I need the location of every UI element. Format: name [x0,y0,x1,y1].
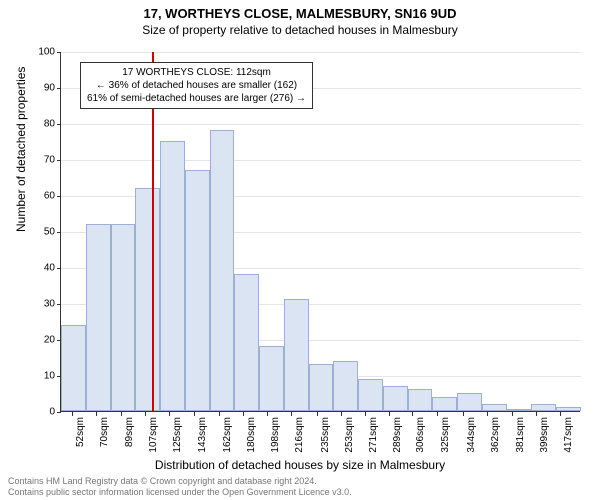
gridline [61,160,581,161]
ytick-mark [57,124,61,125]
histogram-bar [135,188,160,411]
histogram-bar [160,141,185,411]
xtick-mark [121,412,122,416]
annotation-line: 17 WORTHEYS CLOSE: 112sqm [87,66,306,79]
ytick-label: 30 [25,299,55,310]
ytick-label: 20 [25,335,55,346]
ytick-mark [57,304,61,305]
ytick-mark [57,88,61,89]
ytick-mark [57,160,61,161]
ytick-mark [57,232,61,233]
ytick-mark [57,196,61,197]
xtick-mark [267,412,268,416]
histogram-bar [408,389,433,411]
histogram-bar [86,224,111,411]
ytick-label: 40 [25,263,55,274]
gridline [61,124,581,125]
xtick-mark [72,412,73,416]
histogram-bar [457,393,482,411]
histogram-bar [556,407,581,411]
ytick-label: 70 [25,155,55,166]
histogram-bar [309,364,334,411]
chart-area: 010203040506070809010052sqm70sqm89sqm107… [60,52,580,412]
xtick-mark [412,412,413,416]
xtick-mark [365,412,366,416]
ytick-label: 80 [25,119,55,130]
histogram-bar [185,170,210,411]
xtick-mark [317,412,318,416]
annotation-line: ← 36% of detached houses are smaller (16… [87,79,306,92]
xtick-mark [560,412,561,416]
ytick-label: 0 [25,407,55,418]
ytick-mark [57,412,61,413]
ytick-label: 50 [25,227,55,238]
histogram-bar [507,409,532,411]
xtick-mark [437,412,438,416]
ytick-label: 10 [25,371,55,382]
header: 17, WORTHEYS CLOSE, MALMESBURY, SN16 9UD… [0,0,600,37]
footer: Contains HM Land Registry data © Crown c… [8,476,352,498]
xtick-mark [96,412,97,416]
footer-line-1: Contains HM Land Registry data © Crown c… [8,476,352,487]
histogram-bar [531,404,556,411]
x-axis-label: Distribution of detached houses by size … [0,458,600,472]
footer-line-2: Contains public sector information licen… [8,487,352,498]
histogram-bar [259,346,284,411]
ytick-label: 60 [25,191,55,202]
xtick-mark [512,412,513,416]
histogram-bar [234,274,259,411]
ytick-mark [57,268,61,269]
xtick-mark [463,412,464,416]
annotation-box: 17 WORTHEYS CLOSE: 112sqm← 36% of detach… [80,62,313,109]
page-title: 17, WORTHEYS CLOSE, MALMESBURY, SN16 9UD [0,6,600,21]
xtick-mark [389,412,390,416]
xtick-mark [291,412,292,416]
histogram-bar [111,224,136,411]
page-subtitle: Size of property relative to detached ho… [0,23,600,37]
ytick-mark [57,52,61,53]
xtick-mark [169,412,170,416]
histogram-bar [210,130,235,411]
histogram-bar [61,325,86,411]
histogram-bar [358,379,383,411]
xtick-mark [219,412,220,416]
xtick-mark [487,412,488,416]
histogram-bar [333,361,358,411]
xtick-mark [341,412,342,416]
histogram-bar [432,397,457,411]
xtick-mark [194,412,195,416]
xtick-mark [145,412,146,416]
ytick-label: 100 [25,47,55,58]
histogram-bar [284,299,309,411]
xtick-mark [536,412,537,416]
histogram-bar [482,404,507,411]
histogram-bar [383,386,408,411]
xtick-mark [243,412,244,416]
ytick-label: 90 [25,83,55,94]
gridline [61,52,581,53]
annotation-line: 61% of semi-detached houses are larger (… [87,92,306,105]
